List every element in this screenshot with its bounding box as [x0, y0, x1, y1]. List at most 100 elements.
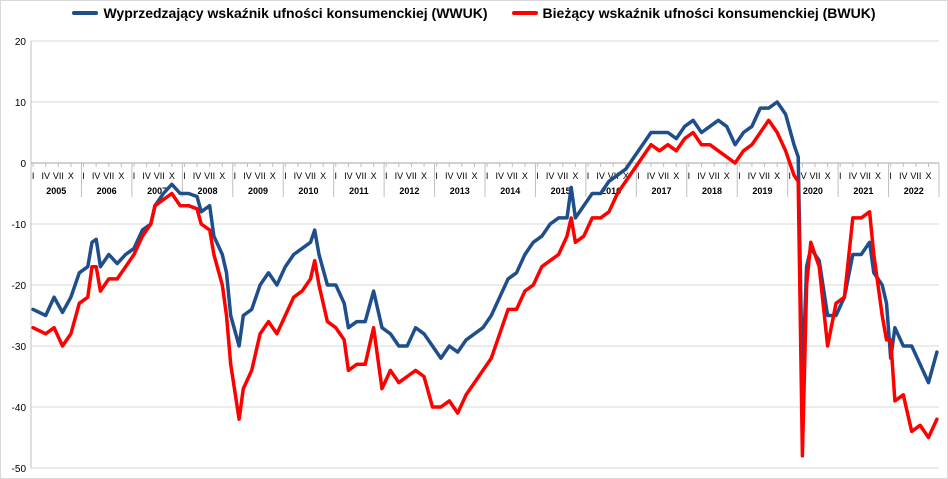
month-tick-label: IV: [546, 171, 555, 181]
month-tick-label: IV: [294, 171, 303, 181]
year-label: 2012: [399, 186, 419, 196]
legend-label-bwuk: Bieżący wskaźnik ufności konsumenckiej (…: [542, 5, 876, 21]
year-label: 2013: [450, 186, 470, 196]
month-tick-label: VII: [759, 171, 770, 181]
month-tick-label: VII: [709, 171, 720, 181]
y-tick-label: 10: [15, 98, 27, 109]
year-label: 2008: [198, 186, 218, 196]
year-label: 2011: [349, 186, 369, 196]
month-tick-label: X: [673, 171, 679, 181]
month-tick-label: I: [385, 171, 388, 181]
month-tick-label: IV: [647, 171, 656, 181]
year-label: 2006: [97, 186, 117, 196]
month-tick-label: I: [234, 171, 237, 181]
month-tick-label: X: [219, 171, 225, 181]
month-tick-label: VII: [103, 171, 114, 181]
month-tick-label: I: [637, 171, 640, 181]
y-tick-label: -10: [12, 220, 27, 231]
month-tick-label: VII: [154, 171, 165, 181]
year-label: 2021: [853, 186, 873, 196]
y-tick-label: 20: [15, 37, 27, 48]
month-tick-label: X: [320, 171, 326, 181]
month-tick-label: I: [335, 171, 338, 181]
month-tick-label: I: [133, 171, 136, 181]
year-label: 2010: [298, 186, 318, 196]
month-tick-label: VII: [305, 171, 316, 181]
month-tick-label: VII: [860, 171, 871, 181]
month-tick-label: X: [371, 171, 377, 181]
legend-item-bwuk: Bieżący wskaźnik ufności konsumenckiej (…: [511, 5, 876, 21]
month-tick-label: IV: [899, 171, 908, 181]
month-tick-label: I: [435, 171, 438, 181]
month-tick-label: X: [118, 171, 124, 181]
month-tick-label: I: [32, 171, 35, 181]
year-label: 2020: [803, 186, 823, 196]
month-tick-label: IV: [243, 171, 252, 181]
month-tick-label: X: [522, 171, 528, 181]
year-label: 2009: [248, 186, 268, 196]
series-line-bwuk: [31, 118, 939, 458]
month-tick-label: X: [825, 171, 831, 181]
month-tick-label: X: [925, 171, 931, 181]
month-tick-label: I: [82, 171, 85, 181]
legend-item-wwuk: Wyprzedzający wskaźnik ufności konsumenc…: [72, 5, 488, 21]
month-tick-label: IV: [445, 171, 454, 181]
month-tick-label: X: [169, 171, 175, 181]
y-tick-label: -30: [12, 342, 27, 353]
month-tick-label: VII: [608, 171, 619, 181]
month-tick-label: VII: [255, 171, 266, 181]
month-tick-label: IV: [849, 171, 858, 181]
y-axis: 20 10 0 -10 -20 -30 -40 -50: [12, 37, 32, 475]
year-label: 2005: [46, 186, 66, 196]
year-label: 2015: [551, 186, 571, 196]
year-label: 2007: [147, 186, 167, 196]
month-tick-label: X: [623, 171, 629, 181]
month-tick-label: X: [68, 171, 74, 181]
year-label: 2019: [752, 186, 772, 196]
month-tick-label: IV: [92, 171, 101, 181]
month-tick-label: IV: [596, 171, 605, 181]
legend-label-wwuk: Wyprzedzający wskaźnik ufności konsumenc…: [103, 5, 488, 21]
series-lines: [31, 100, 939, 458]
month-tick-label: I: [738, 171, 741, 181]
month-tick-label: IV: [41, 171, 50, 181]
month-tick-label: X: [471, 171, 477, 181]
month-tick-label: VII: [557, 171, 568, 181]
month-tick-label: IV: [495, 171, 504, 181]
month-tick-label: I: [839, 171, 842, 181]
month-tick-label: X: [270, 171, 276, 181]
month-tick-label: X: [774, 171, 780, 181]
month-tick-label: VII: [204, 171, 215, 181]
month-tick-label: X: [724, 171, 730, 181]
month-tick-label: VII: [456, 171, 467, 181]
month-tick-label: IV: [697, 171, 706, 181]
legend-swatch-wwuk: [72, 11, 99, 15]
month-tick-label: VII: [809, 171, 820, 181]
legend-swatch-bwuk: [511, 11, 538, 15]
month-tick-label: VII: [658, 171, 669, 181]
month-tick-label: I: [789, 171, 792, 181]
y-tick-label: -40: [12, 403, 27, 414]
month-tick-label: I: [587, 171, 590, 181]
month-tick-label: IV: [193, 171, 202, 181]
month-tick-label: I: [889, 171, 892, 181]
month-tick-label: VII: [910, 171, 921, 181]
month-tick-label: IV: [142, 171, 151, 181]
y-tick-label: 0: [20, 159, 26, 170]
month-tick-label: VII: [406, 171, 417, 181]
month-tick-label: IV: [395, 171, 404, 181]
month-tick-label: I: [183, 171, 186, 181]
month-tick-label: VII: [53, 171, 64, 181]
month-tick-label: VII: [507, 171, 518, 181]
month-tick-label: IV: [748, 171, 757, 181]
year-label: 2022: [904, 186, 924, 196]
month-tick-label: I: [486, 171, 489, 181]
month-tick-label: I: [536, 171, 539, 181]
year-label: 2016: [601, 186, 621, 196]
year-label: 2018: [702, 186, 722, 196]
month-tick-label: VII: [355, 171, 366, 181]
month-tick-label: I: [284, 171, 287, 181]
